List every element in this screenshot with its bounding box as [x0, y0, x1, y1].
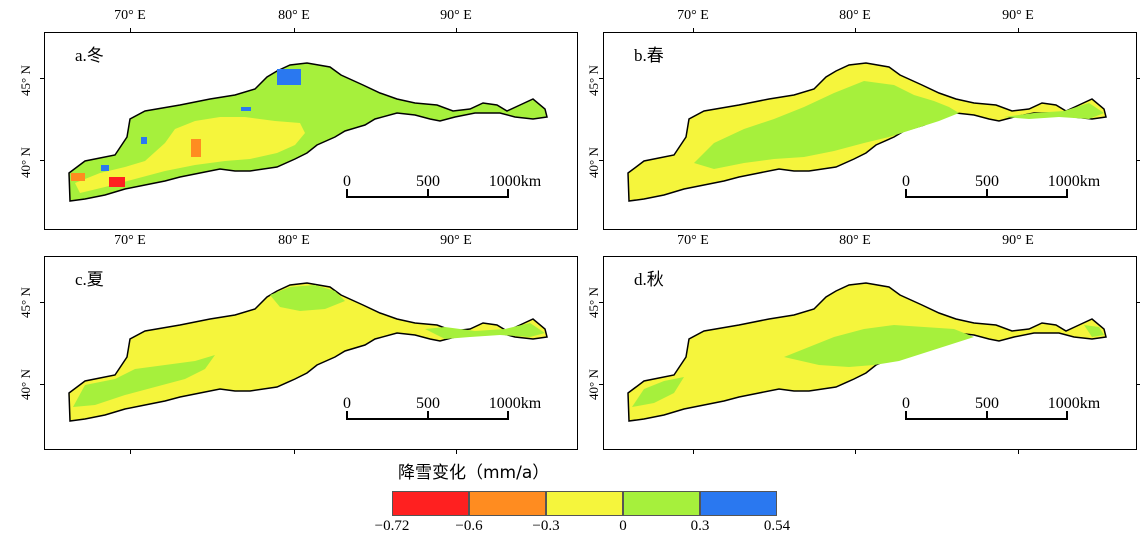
blue-cell-1	[277, 69, 301, 85]
scale-1000: 1000km	[1047, 395, 1101, 412]
region-green-east	[1004, 103, 1104, 119]
lon-label-90-top-left: 90° E	[440, 8, 472, 23]
scale-0: 0	[902, 173, 910, 190]
lon-label-90-top-right: 90° E	[1002, 8, 1034, 23]
legend-swatch-2	[546, 491, 623, 516]
scale-0: 0	[343, 395, 351, 412]
lon-label-80-mid-right: 80° E	[839, 233, 871, 248]
lon-label-80-top-right: 80° E	[839, 8, 871, 23]
scale-0: 0	[343, 173, 351, 190]
legend-swatch-1	[469, 491, 546, 516]
blue-cell-4	[101, 165, 109, 171]
lon-label-70-top-left: 70° E	[114, 8, 146, 23]
red-cell-1	[109, 177, 125, 187]
scale-500: 500	[975, 173, 999, 190]
legend-break-2: −0.3	[532, 518, 560, 534]
lon-label-70-mid-right: 70° E	[677, 233, 709, 248]
blue-cell-3	[241, 107, 251, 111]
panel-label: b.春	[634, 46, 664, 65]
lat-label-40-b: 40° N	[586, 147, 601, 178]
legend-break-0: −0.72	[374, 518, 410, 534]
lat-label-45-b: 45° N	[586, 65, 601, 96]
legend-break-3: 0	[619, 518, 627, 534]
map-region-d	[627, 282, 1107, 422]
lat-label-40-c: 40° N	[18, 369, 33, 400]
map-panel-a: a.冬 0 500 1000km	[44, 32, 578, 230]
region-green-west	[73, 355, 215, 407]
lat-label-45-a: 45° N	[18, 65, 33, 96]
legend-break-5: 0.54	[763, 518, 791, 534]
lon-label-70-top-right: 70° E	[677, 8, 709, 23]
region-green-east	[425, 323, 545, 339]
map-region-c	[68, 282, 548, 422]
region-green-east	[1084, 325, 1104, 337]
region-shape	[68, 62, 548, 202]
panel-label: c.夏	[75, 270, 104, 289]
region-yellow-area	[75, 117, 305, 193]
scale-0: 0	[902, 395, 910, 412]
lon-label-90-mid-left: 90° E	[440, 233, 472, 248]
map-panel-d: d.秋 0 500 1000km	[603, 256, 1137, 450]
lon-label-90-mid-right: 90° E	[1002, 233, 1034, 248]
legend-title: 降雪变化（mm/a）	[398, 463, 550, 483]
panel-label: d.秋	[634, 270, 664, 289]
scale-500: 500	[416, 395, 440, 412]
legend-swatch-0	[392, 491, 469, 516]
region-green-central	[784, 325, 974, 367]
scale-1000: 1000km	[488, 173, 542, 190]
orange-cell-1	[191, 139, 201, 157]
lon-label-70-mid-left: 70° E	[114, 233, 146, 248]
region-green-west	[632, 377, 684, 407]
scale-1000: 1000km	[488, 395, 542, 412]
map-region-b	[627, 62, 1107, 202]
region-shape	[68, 282, 548, 422]
scale-1000: 1000km	[1047, 173, 1101, 190]
lon-label-80-mid-left: 80° E	[278, 233, 310, 248]
legend-swatch-3	[623, 491, 700, 516]
legend-swatch-4	[700, 491, 777, 516]
scale-500: 500	[975, 395, 999, 412]
map-region-a	[68, 62, 548, 202]
panel-label: a.冬	[75, 46, 104, 65]
region-green-area	[694, 81, 959, 169]
lat-label-45-c: 45° N	[18, 287, 33, 318]
legend-break-4: 0.3	[690, 518, 710, 534]
orange-cell-2	[71, 173, 85, 181]
map-panel-b: b.春 0 500 1000km	[603, 32, 1137, 230]
lon-label-80-top-left: 80° E	[278, 8, 310, 23]
map-panel-c: c.夏 0 500 1000km	[44, 256, 578, 450]
scale-500: 500	[416, 173, 440, 190]
legend-break-1: −0.6	[455, 518, 483, 534]
region-green-north	[270, 285, 345, 311]
lat-label-40-a: 40° N	[18, 147, 33, 178]
blue-cell-2	[141, 137, 147, 144]
